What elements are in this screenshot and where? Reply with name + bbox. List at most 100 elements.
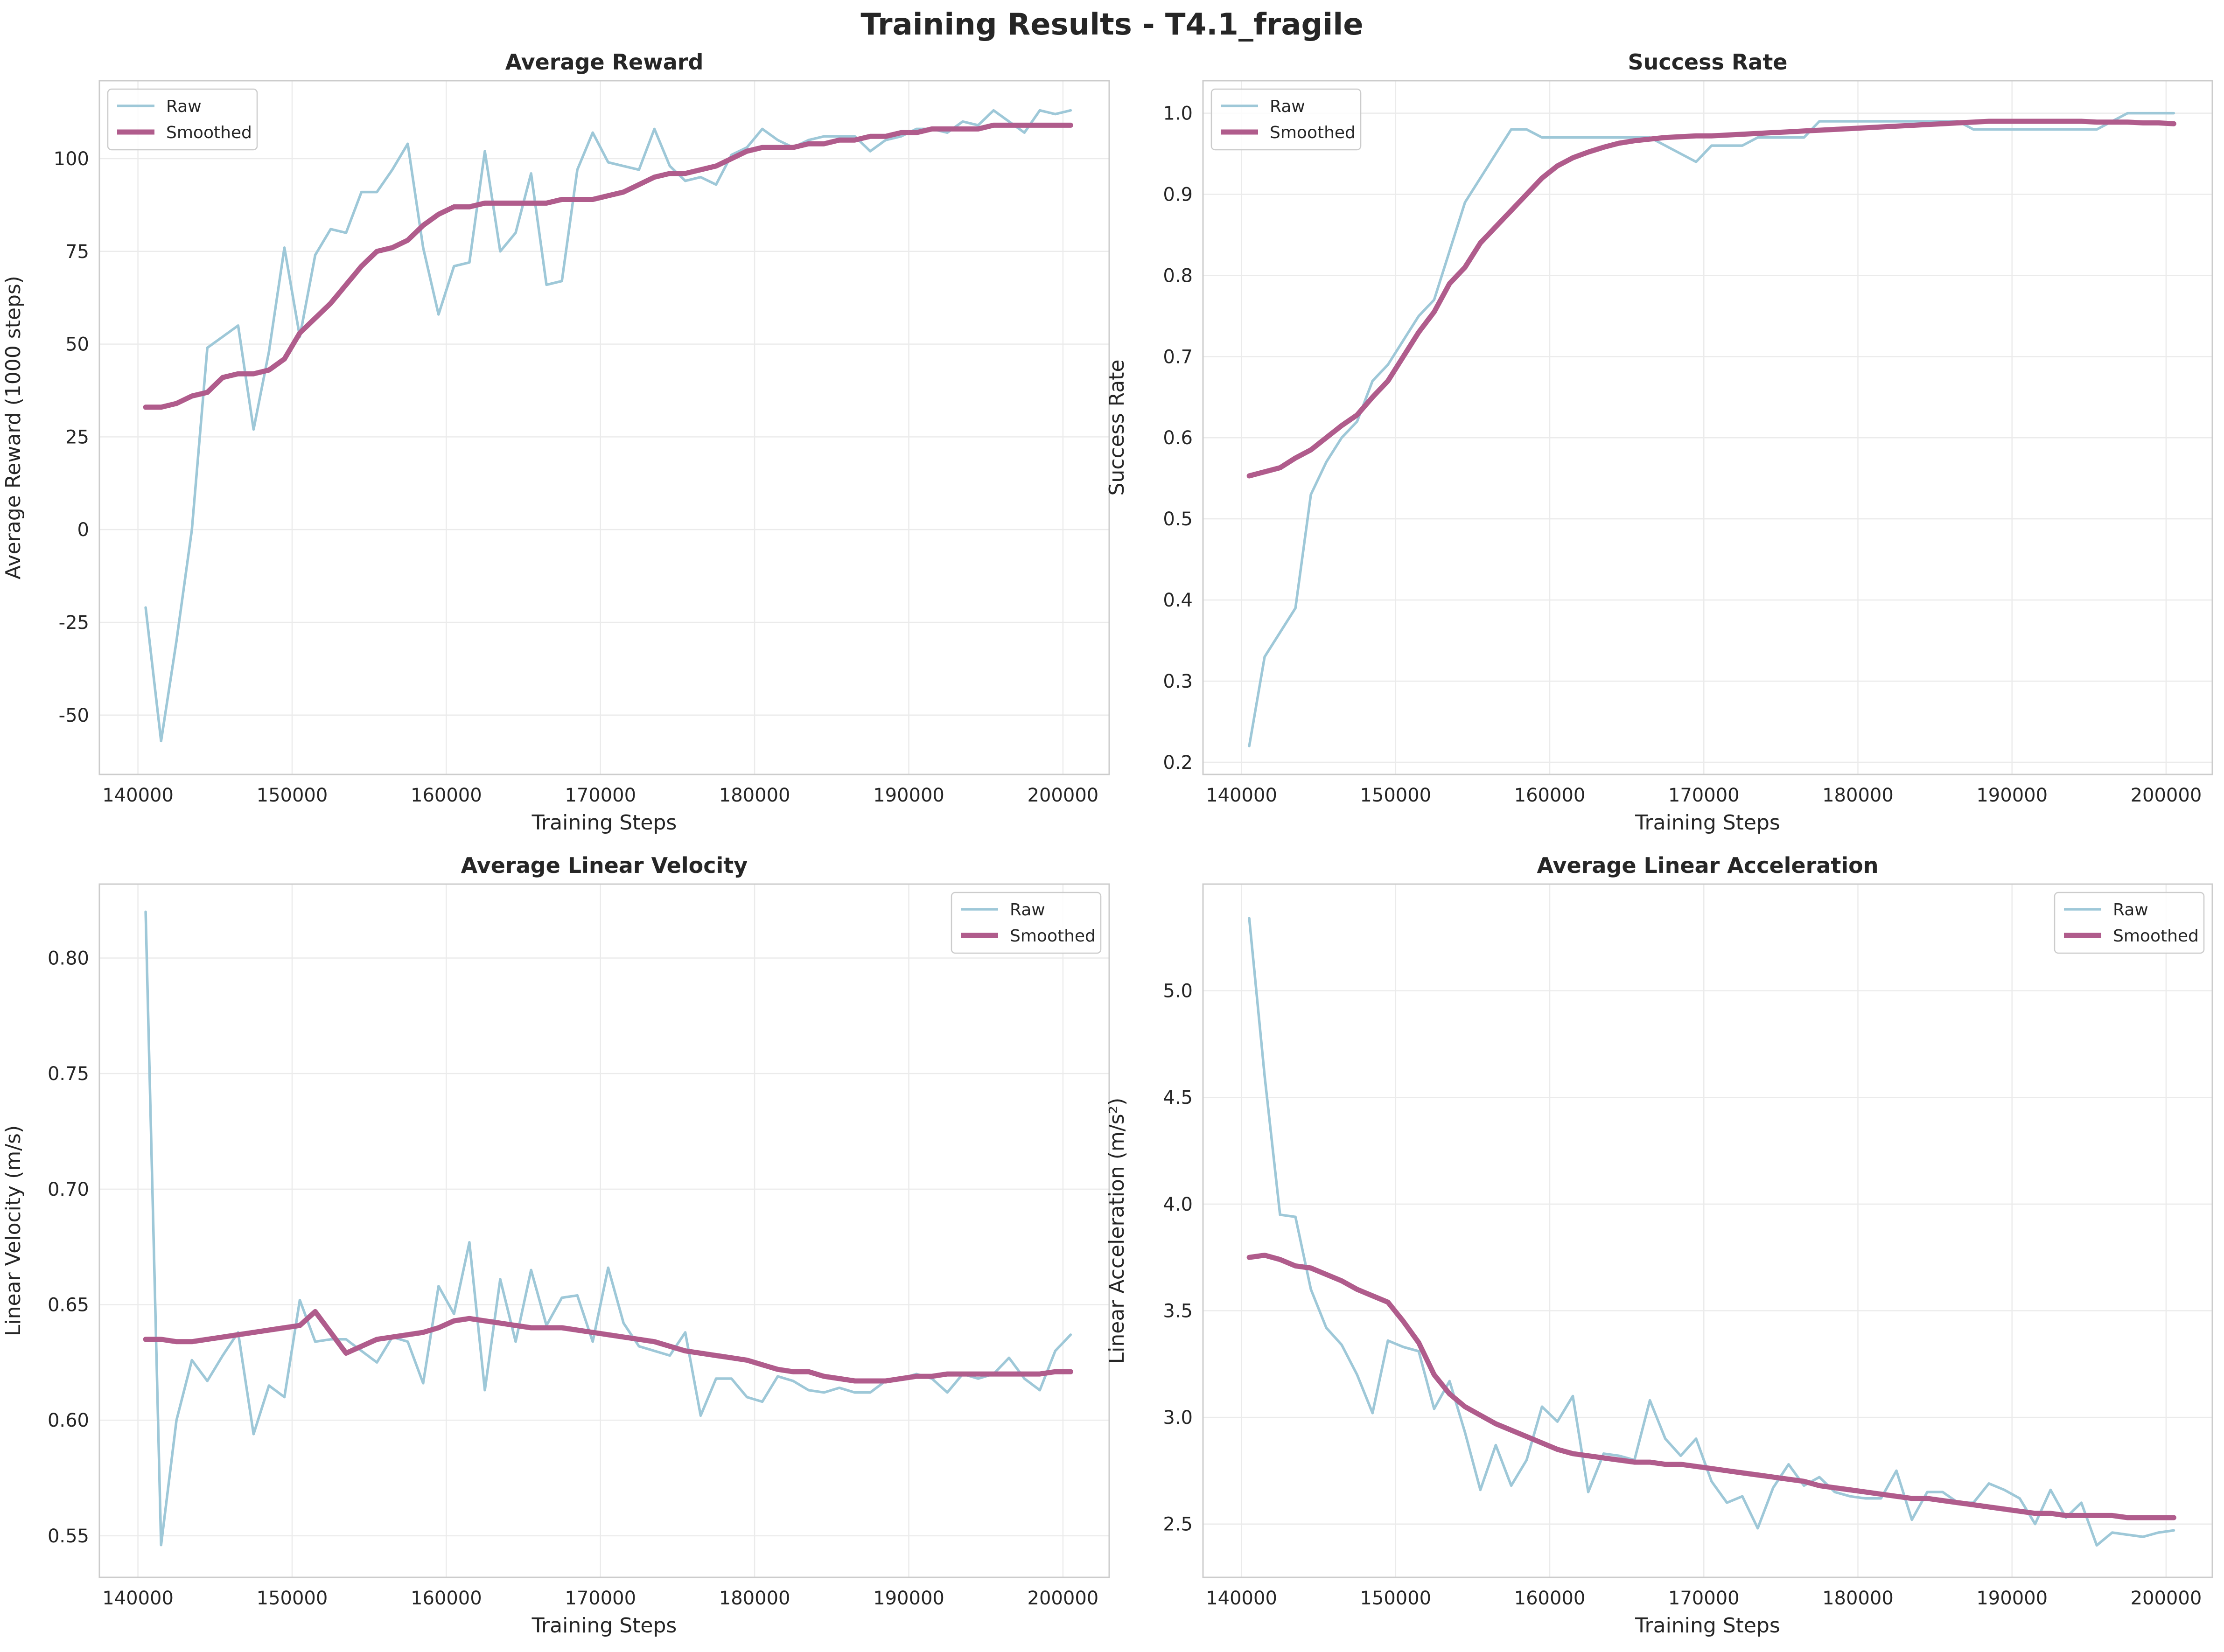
- y-tick-label: 0.8: [1163, 265, 1193, 286]
- axes-frame: [1202, 883, 2213, 1578]
- y-tick-label: 0.4: [1163, 590, 1193, 611]
- chart-title: Average Linear Velocity: [461, 853, 748, 878]
- y-axis-label: Linear Velocity (m/s): [1, 1125, 25, 1336]
- chart-title: Average Linear Acceleration: [1537, 853, 1879, 878]
- y-tick-label: 1.0: [1163, 103, 1193, 125]
- axes-frame: [98, 80, 1110, 775]
- legend-label: Smoothed: [1270, 123, 1356, 142]
- y-tick-label: 0.75: [48, 1063, 89, 1085]
- x-tick-label: 170000: [565, 785, 636, 806]
- axes-frame: [1202, 80, 2213, 775]
- y-axis-label: Linear Acceleration (m/s²): [1105, 1098, 1129, 1364]
- x-tick-label: 150000: [1360, 785, 1431, 806]
- y-tick-label: 0.3: [1163, 671, 1193, 692]
- legend-label: Raw: [166, 97, 202, 116]
- legend: Raw Smoothed: [951, 892, 1102, 954]
- y-tick-label: 0.6: [1163, 427, 1193, 449]
- x-tick-label: 160000: [411, 1588, 482, 1609]
- x-tick-label: 190000: [1976, 1588, 2048, 1609]
- chart-title: Success Rate: [1628, 49, 1787, 75]
- legend-label: Raw: [1270, 97, 1305, 116]
- y-tick-label: 0.70: [48, 1179, 89, 1200]
- y-tick-label: 0.7: [1163, 346, 1193, 368]
- axes-frame: [98, 883, 1110, 1578]
- chart-panel: 140000 150000 160000 170000 180000 190000 2000…: [1105, 853, 2213, 1638]
- chart-panel: 140000 150000 160000 170000 180000 190000 2000…: [1, 49, 1110, 835]
- x-tick-label: 170000: [1668, 785, 1740, 806]
- x-tick-label: 160000: [1514, 785, 1586, 806]
- legend: Raw Smoothed: [1210, 88, 1362, 151]
- x-tick-label: 190000: [873, 785, 944, 806]
- legend-label: Smoothed: [1010, 927, 1096, 946]
- legend: Raw Smoothed: [2054, 892, 2205, 954]
- y-tick-label: 5.0: [1163, 981, 1193, 1002]
- y-tick-label: 0.80: [48, 948, 89, 969]
- smoothed-series-line: [1246, 118, 2176, 479]
- plot-area: [1203, 81, 2212, 774]
- legend-label: Raw: [2113, 900, 2148, 920]
- plot-area: [99, 884, 1109, 1577]
- y-tick-label: 0.55: [48, 1526, 89, 1547]
- x-tick-label: 140000: [102, 1588, 174, 1609]
- x-axis-label: Training Steps: [532, 1614, 677, 1638]
- y-tick-label: 2.5: [1163, 1514, 1193, 1535]
- y-tick-label: 0.60: [48, 1410, 89, 1431]
- x-tick-label: 200000: [1028, 785, 1099, 806]
- x-tick-label: 180000: [1822, 785, 1894, 806]
- chart-title: Average Reward: [505, 49, 704, 75]
- plot-area: [99, 81, 1109, 774]
- raw-series-line: [1248, 112, 2175, 747]
- x-tick-label: 180000: [719, 1588, 790, 1609]
- y-tick-label: 0: [77, 519, 89, 541]
- x-tick-label: 140000: [1206, 785, 1277, 806]
- x-tick-label: 190000: [1976, 785, 2048, 806]
- smoothed-series-line: [143, 1309, 1073, 1384]
- x-tick-label: 190000: [873, 1588, 944, 1609]
- x-tick-label: 150000: [257, 1588, 328, 1609]
- x-tick-label: 140000: [1206, 1588, 1277, 1609]
- legend-label: Smoothed: [166, 123, 252, 142]
- y-tick-label: 0.65: [48, 1295, 89, 1316]
- y-tick-label: 3.0: [1163, 1407, 1193, 1429]
- y-tick-label: 3.5: [1163, 1300, 1193, 1322]
- x-tick-label: 180000: [719, 785, 790, 806]
- chart-panel: 140000 150000 160000 170000 180000 190000 2000…: [1, 853, 1110, 1638]
- y-tick-label: -50: [59, 705, 89, 726]
- legend-label: Smoothed: [2113, 927, 2199, 946]
- x-axis-label: Training Steps: [1635, 1614, 1780, 1638]
- y-tick-label: 4.0: [1163, 1194, 1193, 1215]
- x-tick-label: 200000: [1028, 1588, 1099, 1609]
- plot-area: [1203, 884, 2212, 1577]
- y-tick-label: 50: [65, 334, 89, 355]
- x-tick-label: 160000: [411, 785, 482, 806]
- x-tick-label: 150000: [257, 785, 328, 806]
- y-tick-label: 4.5: [1163, 1087, 1193, 1108]
- x-axis-label: Training Steps: [532, 811, 677, 835]
- legend-label: Raw: [1010, 900, 1045, 920]
- x-tick-label: 200000: [2131, 1588, 2202, 1609]
- x-tick-label: 170000: [565, 1588, 636, 1609]
- y-tick-label: -25: [59, 612, 89, 634]
- y-tick-label: 0.9: [1163, 184, 1193, 205]
- x-tick-label: 140000: [102, 785, 174, 806]
- y-tick-label: 75: [65, 241, 89, 263]
- x-tick-label: 150000: [1360, 1588, 1431, 1609]
- raw-series-line: [1248, 917, 2175, 1547]
- legend: Raw Smoothed: [107, 88, 258, 151]
- y-axis-label: Success Rate: [1105, 360, 1129, 496]
- figure-title: Training Results - T4.1_fragile: [860, 7, 1363, 42]
- y-tick-label: 0.5: [1163, 509, 1193, 530]
- x-tick-label: 180000: [1822, 1588, 1894, 1609]
- x-tick-label: 160000: [1514, 1588, 1586, 1609]
- y-tick-label: 25: [65, 426, 89, 448]
- y-tick-label: 100: [54, 148, 89, 170]
- x-tick-label: 200000: [2131, 785, 2202, 806]
- chart-panel: 140000 150000 160000 170000 180000 190000 2000…: [1105, 49, 2213, 835]
- x-tick-label: 170000: [1668, 1588, 1740, 1609]
- y-axis-label: Average Reward (1000 steps): [1, 276, 25, 579]
- smoothed-series-line: [1246, 1253, 2176, 1520]
- smoothed-series-line: [143, 122, 1073, 410]
- x-axis-label: Training Steps: [1635, 811, 1780, 835]
- y-tick-label: 0.2: [1163, 752, 1193, 774]
